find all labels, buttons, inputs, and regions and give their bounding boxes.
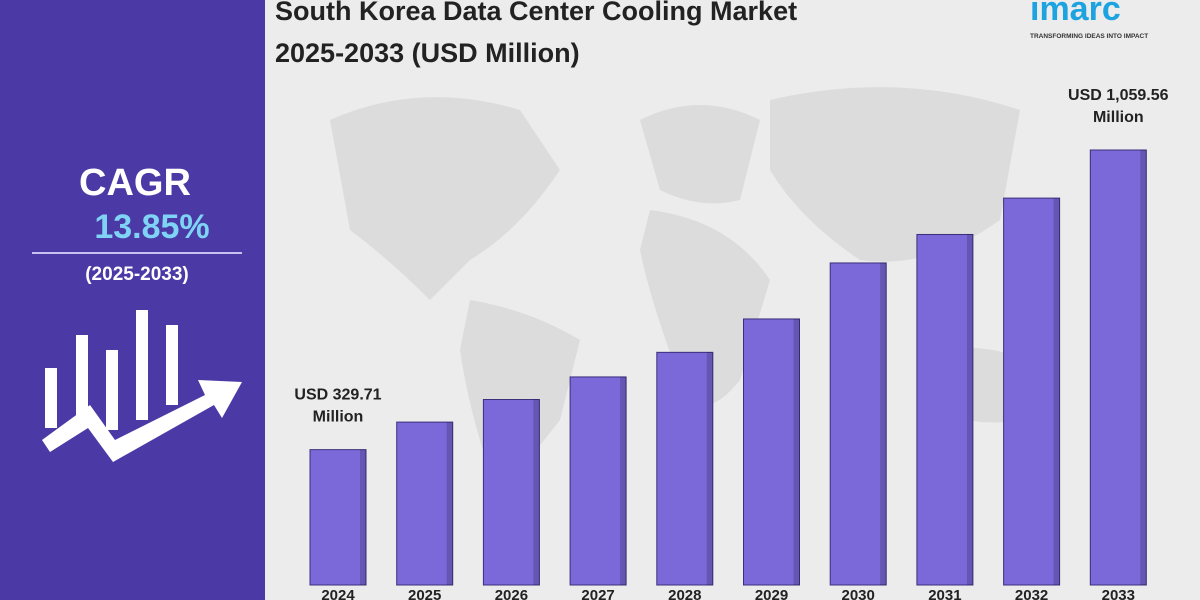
bar-shade [706,352,713,585]
x-tick-label: 2029 [755,587,788,600]
logo: imarc [1030,0,1121,28]
bar [396,421,454,586]
x-tick-label: 2026 [495,587,528,600]
bar-shade [533,399,540,585]
x-tick-label: 2032 [1015,587,1048,600]
x-tick-label: 2025 [408,587,441,600]
bar [482,399,540,586]
bar-shade [446,422,453,585]
x-tick-label: 2031 [928,587,961,600]
growth-icon [42,310,242,462]
cagr-heading: CAGR [79,162,191,204]
bar-shade [880,262,887,585]
bar-shade [793,318,800,585]
logo-tagline: TRANSFORMING IDEAS INTO IMPACT [1030,33,1148,40]
bar [1003,197,1061,586]
bar [829,262,887,586]
x-tick-label: 2024 [321,587,355,600]
bar-shade [966,234,973,585]
bar [916,233,974,586]
x-tick-label: 2030 [842,587,875,600]
bar [656,351,714,586]
chart-title: South Korea Data Center Cooling Market [275,0,797,26]
bar [1089,149,1147,586]
chart-subtitle: 2025-2033 (USD Million) [275,38,580,68]
bar [569,376,627,586]
value-label: USD 1,059.56 Million [1068,87,1169,126]
bar [309,449,367,586]
bar-shade [1053,198,1060,585]
cagr-value: 13.85% [94,208,209,246]
bar-shade [1140,150,1147,585]
x-tick-label: 2033 [1102,587,1135,600]
bar-shade [620,376,627,585]
cagr-period: (2025-2033) [85,264,189,285]
x-tick-label: 2028 [668,587,701,600]
x-tick-label: 2027 [581,587,614,600]
sidebar [0,0,265,600]
value-label: USD 329.71 Million [294,387,381,426]
plot: 2024 USD 329.71 Million 2025 2026 2027 2028 202… [294,87,1168,600]
bar-shade [360,449,366,585]
bar [743,318,800,586]
